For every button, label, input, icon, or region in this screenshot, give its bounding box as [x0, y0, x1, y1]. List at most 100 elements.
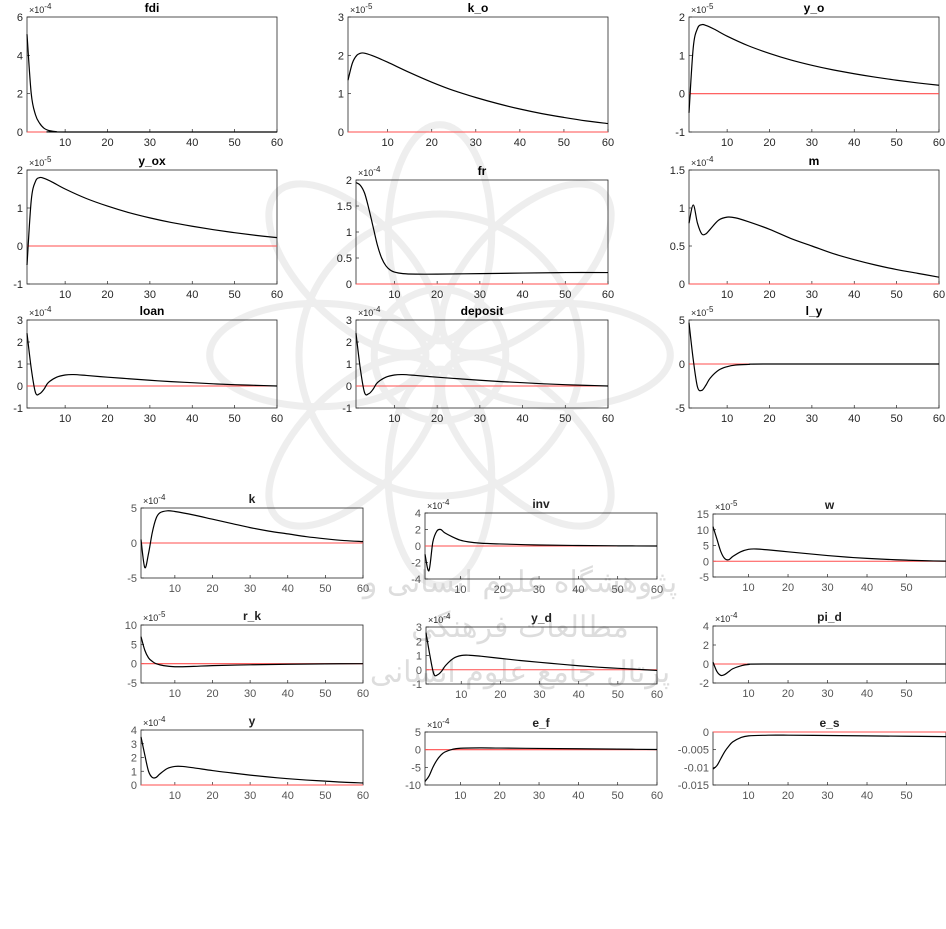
axis-exponent: ×10-4 — [358, 165, 381, 178]
x-tick-label: 60 — [271, 289, 283, 301]
x-tick-label: 50 — [319, 790, 331, 802]
watermark-petal — [438, 180, 615, 357]
plot-frame — [712, 513, 946, 578]
response-series-line — [26, 34, 278, 133]
axis-exponent: ×10-4 — [428, 612, 451, 625]
x-tick-label: 10 — [721, 137, 733, 149]
x-tick-label: 20 — [494, 689, 506, 701]
x-tick-label: 30 — [474, 289, 486, 301]
x-tick-label: 30 — [806, 413, 818, 425]
chart-panel-fr: fr ×10-4 10 20 30 40 50 60 0 0.5 1 1.5 2 — [337, 164, 614, 301]
chart-title: y_ox — [138, 154, 166, 168]
x-tick-label: 60 — [933, 137, 945, 149]
chart-panel-k-o: k_o ×10-5 10 20 30 40 50 60 0 1 2 3 — [338, 1, 614, 149]
y-tick-label: 1 — [679, 203, 685, 215]
x-tick-label: 20 — [426, 137, 438, 149]
chart-title: pi_d — [817, 610, 842, 624]
y-tick-label: 2 — [346, 337, 352, 349]
x-tick-label: 50 — [229, 289, 241, 301]
x-tick-label: 20 — [101, 137, 113, 149]
x-tick-label: 60 — [271, 413, 283, 425]
y-tick-label: -0.01 — [684, 762, 709, 774]
chart-panel-w: w ×10-5 10 20 30 40 50 -5 0 5 10 15 — [697, 498, 946, 594]
x-tick-label: 20 — [101, 289, 113, 301]
chart-panel-deposit: deposit ×10-4 10 20 30 40 50 60 -1 0 1 2 3 — [342, 304, 614, 425]
x-tick-label: 50 — [558, 137, 570, 149]
axis-exponent: ×10-4 — [143, 493, 166, 506]
y-tick-label: -0.015 — [678, 780, 709, 792]
watermark-petal — [384, 365, 496, 589]
x-tick-label: 60 — [651, 584, 663, 596]
y-tick-label: -1 — [412, 679, 422, 691]
y-tick-label: -10 — [405, 780, 421, 792]
y-tick-label: 15 — [697, 509, 709, 521]
watermark-petal — [265, 353, 442, 530]
chart-title: deposit — [461, 304, 504, 318]
y-tick-label: 5 — [415, 727, 421, 739]
response-series-line — [26, 333, 278, 396]
x-tick-label: 20 — [763, 137, 775, 149]
chart-title: y — [249, 714, 256, 728]
x-tick-label: 10 — [169, 688, 181, 700]
x-tick-label: 10 — [382, 137, 394, 149]
x-tick-label: 40 — [282, 688, 294, 700]
y-tick-label: 1 — [338, 89, 344, 101]
x-tick-label: 20 — [782, 790, 794, 802]
y-tick-label: 1 — [679, 50, 685, 62]
watermark-petal — [438, 353, 615, 530]
x-tick-label: 10 — [455, 689, 467, 701]
x-tick-label: 40 — [861, 582, 873, 594]
x-tick-label: 50 — [891, 289, 903, 301]
plot-frame — [26, 319, 278, 409]
chart-title: m — [809, 154, 820, 168]
x-tick-label: 30 — [533, 790, 545, 802]
watermark-petal — [206, 299, 430, 411]
plot-frame — [688, 16, 940, 133]
x-tick-label: 20 — [494, 584, 506, 596]
watermark-petal — [384, 121, 496, 345]
chart-title: y_d — [531, 611, 552, 625]
chart-title: fdi — [145, 1, 160, 15]
x-tick-label: 40 — [186, 413, 198, 425]
plot-frame — [26, 16, 278, 133]
y-tick-label: 10 — [125, 620, 137, 632]
chart-title: e_f — [532, 716, 550, 730]
y-tick-label: 2 — [17, 337, 23, 349]
y-tick-label: 0 — [415, 541, 421, 553]
y-tick-label: 0 — [17, 241, 23, 253]
chart-title: inv — [532, 497, 550, 511]
x-tick-label: 60 — [651, 790, 663, 802]
y-tick-label: 0 — [131, 538, 137, 550]
y-tick-label: 10 — [697, 525, 709, 537]
response-series-line — [355, 182, 609, 275]
x-tick-label: 20 — [431, 413, 443, 425]
y-tick-label: 0 — [703, 727, 709, 739]
chart-panel-y-d: y_d ×10-4 10 20 30 40 50 60 -1 0 1 2 3 — [412, 611, 663, 701]
x-tick-label: 20 — [101, 413, 113, 425]
y-tick-label: 1 — [17, 203, 23, 215]
chart-panel-inv: inv ×10-4 10 20 30 40 50 60 -4 -2 0 2 4 — [411, 497, 663, 596]
response-series-line — [347, 52, 609, 125]
x-tick-label: 60 — [602, 413, 614, 425]
y-tick-label: 2 — [679, 12, 685, 24]
x-tick-label: 60 — [602, 137, 614, 149]
x-tick-label: 10 — [454, 790, 466, 802]
chart-title: e_s — [819, 716, 839, 730]
x-tick-label: 30 — [821, 688, 833, 700]
chart-title: y_o — [804, 1, 825, 15]
y-tick-label: 1 — [17, 359, 23, 371]
x-tick-label: 10 — [742, 790, 754, 802]
y-tick-label: 3 — [416, 622, 422, 634]
x-tick-label: 40 — [186, 137, 198, 149]
y-tick-label: -5 — [675, 403, 685, 415]
x-tick-label: 60 — [357, 583, 369, 595]
chart-panel-y: y ×10-4 10 20 30 40 50 60 0 12 3 4 — [131, 714, 369, 802]
y-tick-label: -4 — [411, 574, 421, 586]
x-tick-label: 30 — [806, 137, 818, 149]
plot-frame — [688, 169, 940, 285]
x-tick-label: 30 — [244, 790, 256, 802]
x-tick-label: 30 — [806, 289, 818, 301]
y-tick-label: 0 — [346, 279, 352, 291]
y-tick-label: -5 — [411, 762, 421, 774]
